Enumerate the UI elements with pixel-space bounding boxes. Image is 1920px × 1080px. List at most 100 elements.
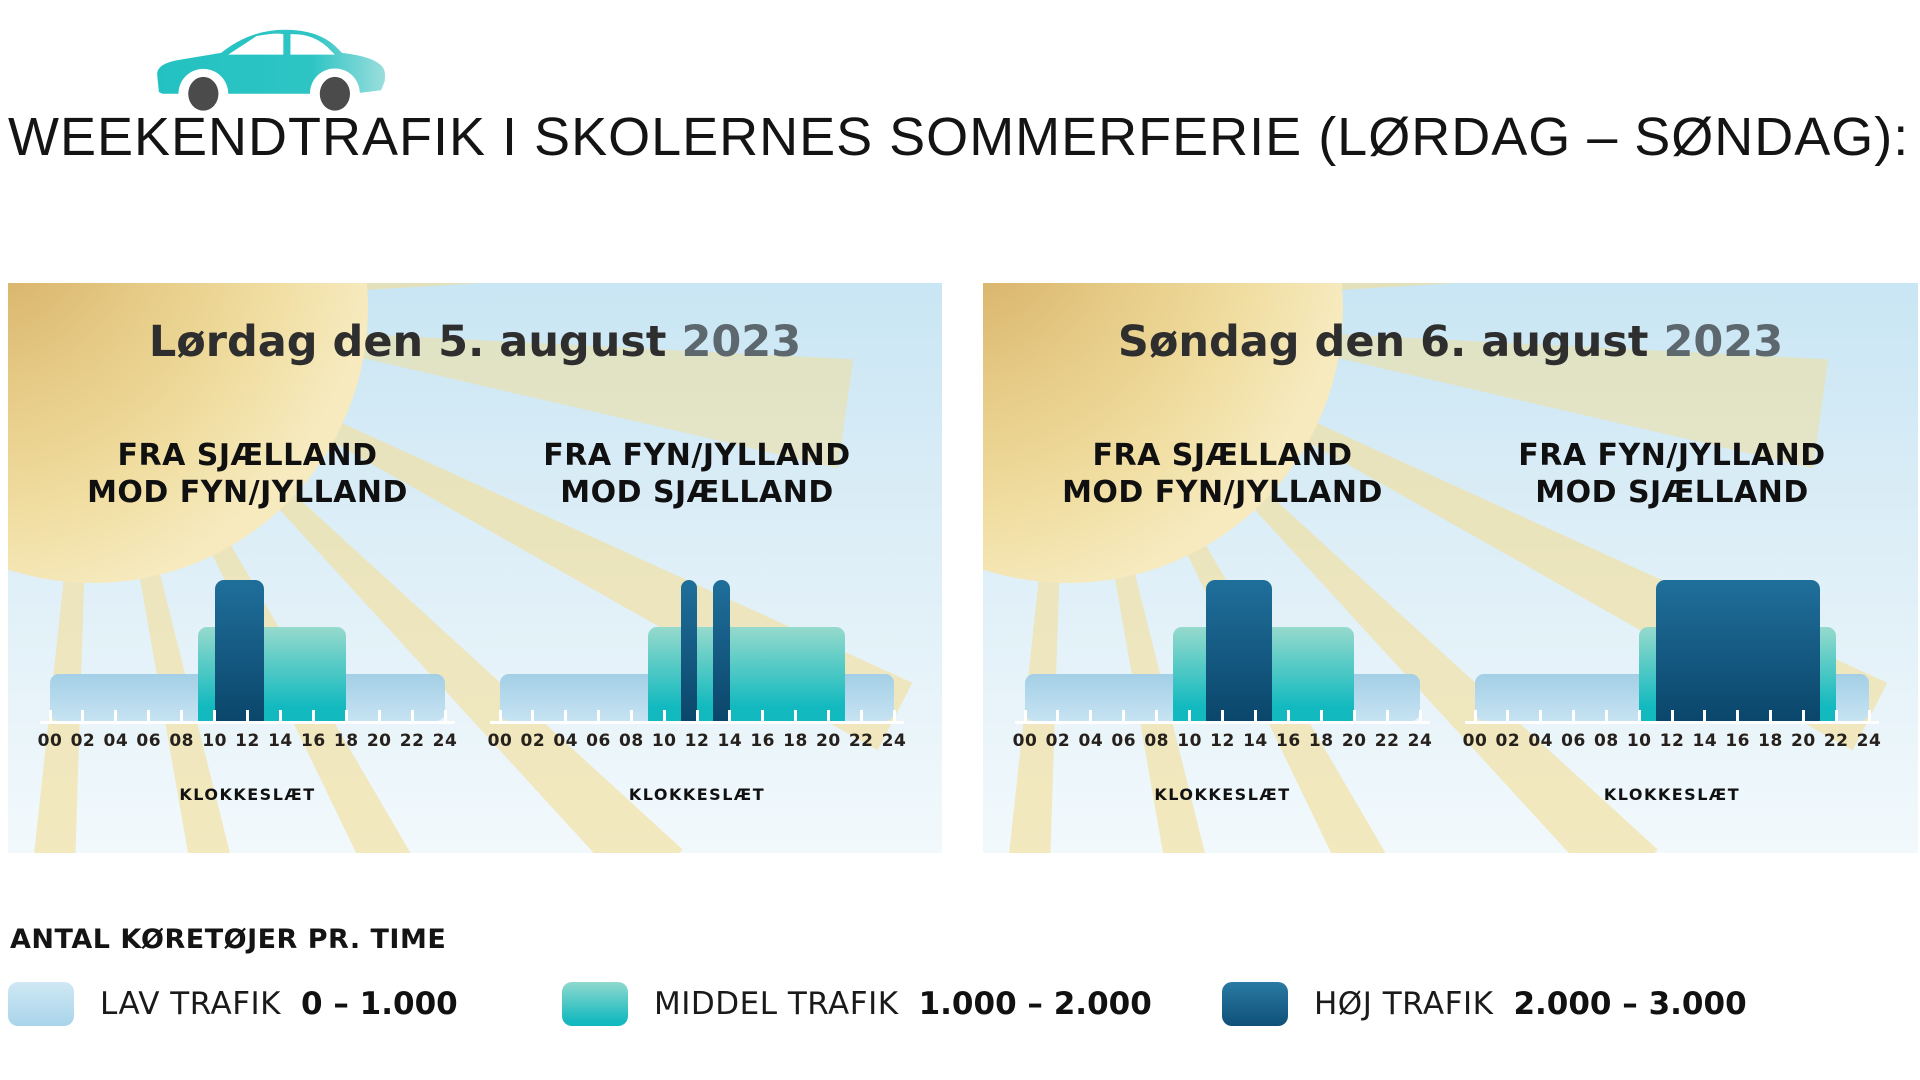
- axis-tick: [498, 710, 502, 721]
- car-icon: [157, 29, 386, 114]
- sun-ray: [1306, 283, 1458, 292]
- axis-tick: [377, 710, 381, 721]
- traffic-chart: [1015, 580, 1430, 724]
- hour-tick-label: 04: [103, 731, 129, 751]
- hour-tick-label: 16: [1275, 731, 1301, 751]
- high-traffic-bar: [713, 580, 730, 721]
- direction-line2: MOD SJÆLLAND: [1535, 475, 1809, 510]
- axis-tick: [1385, 710, 1389, 721]
- axis-baseline: [40, 721, 455, 724]
- panel-date-main: Søndag den 6. august: [1117, 317, 1664, 367]
- direction-line2: MOD SJÆLLAND: [560, 475, 834, 510]
- axis-tick: [1473, 710, 1477, 721]
- direction-line1: FRA SJÆLLAND: [117, 438, 378, 473]
- direction-label: FRA FYN/JYLLAND MOD SJÆLLAND: [1482, 437, 1862, 511]
- axis-tick: [597, 710, 600, 721]
- axis-tick: [1319, 710, 1323, 721]
- axis-tick: [892, 710, 896, 721]
- hour-tick-label: 14: [268, 731, 293, 751]
- direction-line1: FRA SJÆLLAND: [1092, 438, 1353, 473]
- axis-caption: KLOKKESLÆT: [628, 785, 766, 804]
- axis-tick: [794, 710, 797, 721]
- panel-date-title: Søndag den 6. august 2023: [983, 317, 1918, 367]
- sun-ray: [983, 532, 995, 573]
- direction-line2: MOD FYN/JYLLAND: [87, 475, 408, 510]
- axis-tick: [662, 710, 666, 721]
- hour-tick-label: 18: [1308, 731, 1334, 751]
- hour-tick-label: 24: [432, 731, 458, 751]
- hour-tick-label: 00: [487, 731, 513, 751]
- direction-label: FRA SJÆLLAND MOD FYN/JYLLAND: [58, 437, 438, 511]
- hour-tick-label: 12: [1210, 731, 1235, 751]
- axis-tick: [1352, 710, 1356, 721]
- axis-tick: [443, 710, 447, 721]
- legend-range: 2.000 – 3.000: [1513, 986, 1747, 1022]
- axis-tick: [629, 710, 633, 721]
- hour-tick-label: 10: [651, 731, 677, 751]
- hour-tick-label: 06: [1111, 731, 1137, 751]
- hour-tick-label: 04: [1078, 731, 1104, 751]
- hour-tick-label: 18: [783, 731, 808, 751]
- sun-ray: [8, 532, 20, 573]
- axis-tick: [1834, 710, 1838, 721]
- axis-caption: KLOKKESLÆT: [179, 785, 316, 804]
- hour-axis: 00 02 04 06 08 10 12 14 16 18 20 22 24: [1013, 731, 1432, 755]
- panel-date-year: 2023: [681, 317, 802, 367]
- axis-tick: [1286, 710, 1290, 721]
- hour-tick-label: 20: [366, 731, 392, 751]
- hour-tick-label: 24: [881, 731, 907, 751]
- axis-tick: [1572, 710, 1575, 721]
- axis-tick: [1637, 710, 1641, 721]
- day-panel-saturday: Lørdag den 5. august 2023 FRA SJÆLLAND MOD…: [8, 283, 942, 853]
- high-traffic-bar: [1655, 580, 1820, 721]
- legend-label: MIDDEL TRAFIK: [654, 986, 899, 1022]
- sun-ray: [331, 283, 483, 292]
- axis-tick: [1506, 710, 1510, 721]
- axis-caption: KLOKKESLÆT: [1603, 785, 1741, 804]
- hour-tick-label: 10: [1626, 731, 1652, 751]
- hour-tick-label: 06: [136, 731, 162, 751]
- direction-line1: FRA FYN/JYLLAND: [543, 438, 851, 473]
- axis-caption: KLOKKESLÆT: [1154, 785, 1291, 804]
- axis-tick: [1418, 710, 1422, 721]
- hour-tick-label: 00: [1462, 731, 1488, 751]
- hour-tick-label: 02: [1495, 731, 1521, 751]
- sun-icon: [8, 283, 913, 853]
- hour-tick-label: 08: [1144, 731, 1169, 751]
- hour-tick-label: 08: [169, 731, 194, 751]
- page-title: WEEKENDTRAFIK I SKOLERNES SOMMERFERIE (L…: [8, 107, 1910, 167]
- legend-range: 0 – 1.000: [301, 986, 458, 1022]
- legend-label: LAV TRAFIK: [100, 986, 281, 1022]
- hour-tick-label: 00: [1012, 731, 1038, 751]
- high-traffic-swatch: [1222, 982, 1288, 1026]
- hour-tick-label: 02: [70, 731, 96, 751]
- axis-tick: [1221, 710, 1224, 721]
- axis-tick: [695, 710, 699, 721]
- hour-tick-label: 10: [202, 731, 227, 751]
- sun-ray: [1231, 471, 1658, 853]
- sun-ray: [256, 471, 683, 853]
- axis-tick: [564, 710, 568, 721]
- axis-tick: [1736, 710, 1740, 721]
- hour-tick-label: 24: [1856, 731, 1882, 751]
- axis-baseline: [490, 721, 904, 724]
- sun-disc: [8, 283, 368, 583]
- axis-tick: [1769, 710, 1772, 721]
- sun-ray: [329, 332, 854, 469]
- traffic-chart: [490, 580, 904, 724]
- axis-tick: [859, 710, 863, 721]
- hour-axis: 00 02 04 06 08 10 12 14 16 18 20 22 24: [38, 731, 457, 755]
- direction-line2: MOD FYN/JYLLAND: [1062, 475, 1383, 510]
- hour-tick-label: 20: [815, 731, 841, 751]
- legend-item-low: LAV TRAFIK 0 – 1.000: [8, 982, 458, 1026]
- axis-tick: [1539, 710, 1543, 721]
- axis-tick: [1023, 710, 1027, 721]
- sun-disc: [983, 283, 1343, 583]
- legend-label: HØJ TRAFIK: [1314, 986, 1494, 1022]
- day-panel-sunday: Søndag den 6. august 2023 FRA SJÆLLAND MOD…: [983, 283, 1918, 853]
- hour-tick-label: 14: [717, 731, 743, 751]
- axis-tick: [1155, 710, 1159, 721]
- hour-tick-label: 04: [553, 731, 578, 751]
- hour-tick-label: 14: [1692, 731, 1718, 751]
